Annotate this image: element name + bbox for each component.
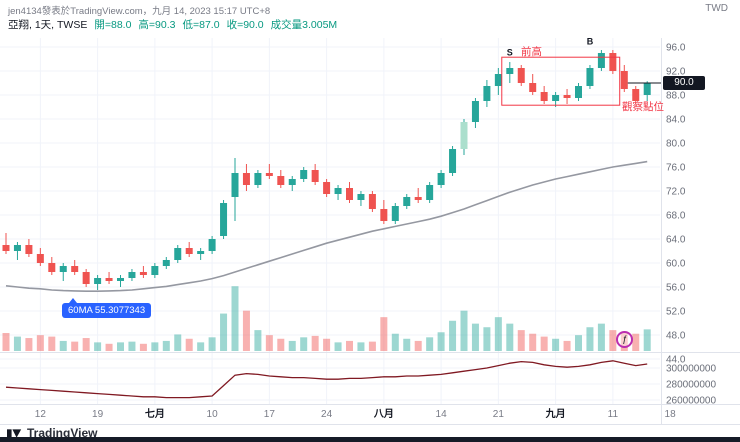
volume-bars bbox=[2, 286, 651, 351]
svg-text:60.0: 60.0 bbox=[666, 259, 686, 270]
ma-60-line bbox=[5, 160, 648, 293]
svg-text:10: 10 bbox=[207, 409, 219, 420]
time-axis[interactable]: 12 19 七月 10 17 24 八月 14 21 九月 11 18 bbox=[35, 407, 676, 420]
svg-text:18: 18 bbox=[665, 409, 677, 420]
symbol-name: 亞翔, 1天, TWSE bbox=[8, 19, 88, 31]
svg-text:12: 12 bbox=[35, 409, 47, 420]
svg-text:92.0: 92.0 bbox=[666, 67, 686, 78]
trade-marker-S: S bbox=[507, 47, 513, 57]
svg-text:72.0: 72.0 bbox=[666, 187, 686, 198]
svg-text:44.0: 44.0 bbox=[666, 355, 686, 366]
svg-text:24: 24 bbox=[321, 409, 333, 420]
last-price-badge: 90.0 bbox=[663, 76, 705, 90]
ohlc-open: 開=88.0 bbox=[94, 19, 132, 31]
svg-text:14: 14 bbox=[436, 409, 448, 420]
ma-value-badge: 60MA 55.3077343 bbox=[62, 298, 152, 318]
ohlc-high: 高=90.3 bbox=[138, 19, 176, 31]
svg-text:19: 19 bbox=[92, 409, 104, 420]
annotation-prev-high-label: 前高 bbox=[521, 46, 542, 58]
svg-text:64.0: 64.0 bbox=[666, 235, 686, 246]
svg-text:七月: 七月 bbox=[145, 407, 165, 420]
svg-text:96.0: 96.0 bbox=[666, 43, 686, 54]
svg-text:52.0: 52.0 bbox=[666, 307, 686, 318]
publish-info: jen4134發表於TradingView.com，九月 14, 2023 15… bbox=[8, 3, 270, 17]
tradingview-attribution[interactable]: TradingView bbox=[7, 426, 97, 440]
bottom-bar bbox=[0, 437, 740, 442]
symbol-status-row: 亞翔, 1天, TWSE 開=88.0 高=90.3 低=87.0 收=90.0… bbox=[8, 17, 337, 32]
annotation-watch-level-label: 觀察點位 bbox=[622, 101, 664, 113]
price-axis[interactable]: 96.0 92.0 88.0 84.0 80.0 76.0 72.0 68.0 64.0 60.0… bbox=[666, 43, 716, 407]
svg-text:48.0: 48.0 bbox=[666, 331, 686, 342]
pane-separators bbox=[0, 38, 740, 425]
svg-text:84.0: 84.0 bbox=[666, 115, 686, 126]
svg-text:80.0: 80.0 bbox=[666, 139, 686, 150]
svg-text:88.0: 88.0 bbox=[666, 91, 686, 102]
svg-text:11: 11 bbox=[608, 409, 619, 420]
ohlc-low: 低=87.0 bbox=[182, 19, 220, 31]
currency-label: TWD bbox=[705, 3, 728, 14]
svg-text:17: 17 bbox=[264, 409, 276, 420]
brand-name: TradingView bbox=[27, 426, 98, 440]
indicator-line bbox=[5, 360, 648, 399]
tradingview-logo-icon bbox=[7, 428, 22, 438]
trade-marker-B: B bbox=[587, 37, 594, 47]
candles bbox=[2, 50, 651, 290]
svg-text:21: 21 bbox=[493, 409, 505, 420]
volume-readout: 成交量3.005M bbox=[270, 19, 338, 31]
svg-text:76.0: 76.0 bbox=[666, 163, 686, 174]
svg-text:八月: 八月 bbox=[373, 408, 394, 420]
svg-text:九月: 九月 bbox=[545, 407, 566, 420]
svg-text:56.0: 56.0 bbox=[666, 283, 686, 294]
ohlc-close: 收=90.0 bbox=[226, 19, 264, 31]
svg-text:260000000: 260000000 bbox=[666, 396, 716, 407]
sticker-icon: ƒ bbox=[616, 331, 633, 348]
svg-text:280000000: 280000000 bbox=[666, 380, 716, 391]
publish-text: jen4134發表於TradingView.com，九月 14, 2023 15… bbox=[8, 6, 271, 17]
range-annotation[interactable] bbox=[501, 56, 621, 106]
svg-text:68.0: 68.0 bbox=[666, 211, 686, 222]
svg-text:300000000: 300000000 bbox=[666, 364, 716, 375]
